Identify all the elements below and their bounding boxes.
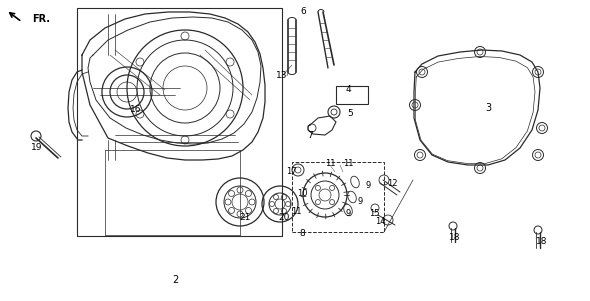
Text: 21: 21: [240, 213, 251, 222]
Text: 8: 8: [299, 228, 305, 237]
Text: 18: 18: [449, 234, 461, 243]
Text: 10: 10: [297, 190, 307, 198]
Text: 2: 2: [172, 275, 178, 285]
Text: 16: 16: [130, 105, 142, 114]
Text: 11: 11: [291, 207, 301, 216]
Text: 15: 15: [369, 209, 379, 218]
Text: 12: 12: [387, 178, 397, 188]
Text: 14: 14: [375, 218, 385, 226]
Text: 9: 9: [365, 181, 371, 190]
Text: 6: 6: [300, 8, 306, 17]
Text: 20: 20: [278, 213, 290, 222]
Bar: [77, 8, 282, 236]
Text: 19: 19: [31, 144, 42, 153]
Text: 18: 18: [536, 237, 548, 247]
Text: 17: 17: [286, 167, 296, 176]
Text: 7: 7: [307, 131, 313, 139]
Bar: [336, 86, 368, 104]
Text: FR.: FR.: [32, 14, 50, 24]
Text: 11: 11: [343, 159, 353, 167]
Text: 11: 11: [324, 159, 335, 167]
Text: 5: 5: [347, 108, 353, 117]
Text: 9: 9: [345, 209, 350, 218]
Text: 13: 13: [276, 72, 288, 80]
Text: 3: 3: [485, 103, 491, 113]
Text: 4: 4: [345, 85, 351, 95]
Text: 9: 9: [358, 197, 363, 206]
Bar: [292, 162, 384, 232]
